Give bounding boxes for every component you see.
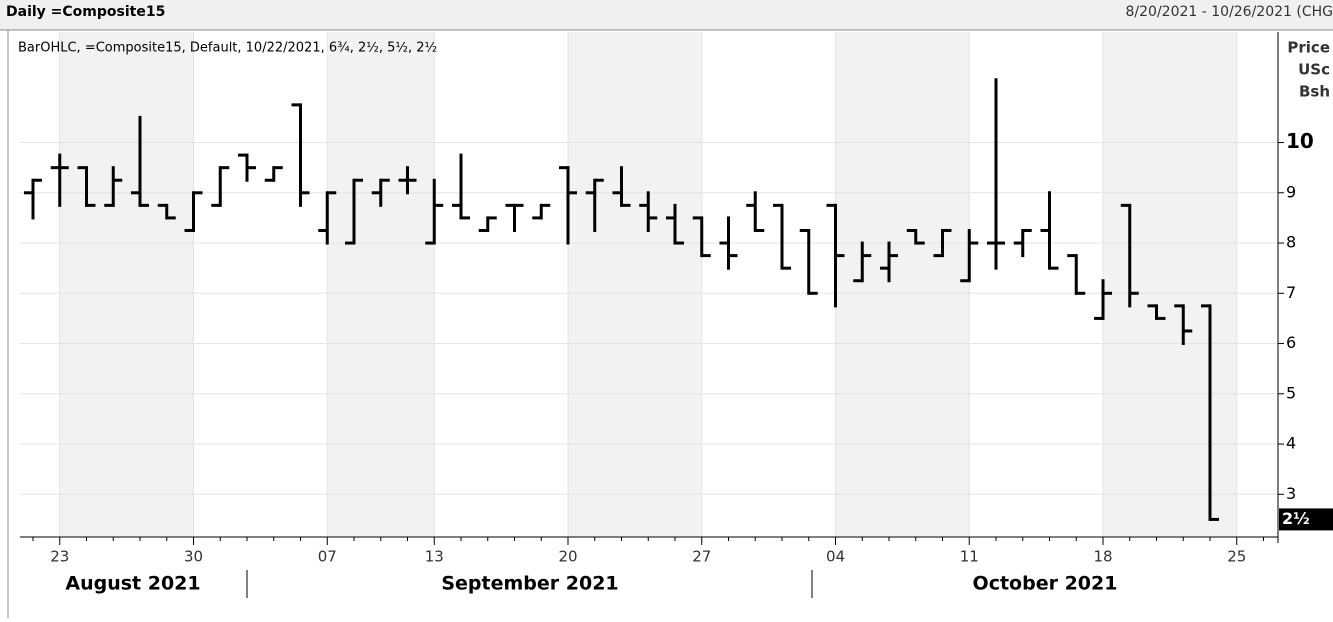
x-tick-label: 18 (1093, 548, 1112, 566)
month-label: August 2021 (65, 573, 200, 595)
x-tick-label: 13 (425, 548, 444, 566)
x-tick-label: 25 (1227, 548, 1246, 566)
y-tick-label: 7 (1286, 283, 1296, 302)
month-label: September 2021 (441, 573, 618, 595)
week-band (60, 32, 194, 537)
y-tick-label: 4 (1286, 434, 1296, 453)
y-axis-label: USc (1298, 61, 1330, 79)
week-band (1103, 32, 1237, 537)
x-tick-label: 07 (318, 548, 337, 566)
x-tick-label: 23 (50, 548, 69, 566)
month-label: October 2021 (973, 573, 1118, 595)
chart-title: Daily =Composite15 (6, 4, 165, 20)
y-tick-label: 9 (1286, 182, 1296, 201)
y-tick-label: 8 (1286, 233, 1296, 252)
x-tick-label: 04 (826, 548, 845, 566)
x-tick-label: 27 (692, 548, 711, 566)
date-range: 8/20/2021 - 10/26/2021 (CHG (1126, 4, 1333, 20)
y-tick-label: 10 (1286, 129, 1314, 153)
y-tick-label: 6 (1286, 333, 1296, 352)
y-tick-label: 3 (1286, 484, 1296, 503)
week-band (327, 32, 434, 537)
last-value-label: 2½ (1282, 509, 1310, 528)
x-tick-label: 20 (558, 548, 577, 566)
week-band (836, 32, 970, 537)
x-tick-label: 30 (184, 548, 203, 566)
legend-text: BarOHLC, =Composite15, Default, 10/22/20… (18, 41, 437, 56)
y-axis-label: Bsh (1299, 83, 1330, 101)
x-tick-label: 11 (960, 548, 979, 566)
y-tick-label: 5 (1286, 383, 1296, 402)
week-band (568, 32, 702, 537)
y-axis-label: Price (1287, 39, 1330, 57)
